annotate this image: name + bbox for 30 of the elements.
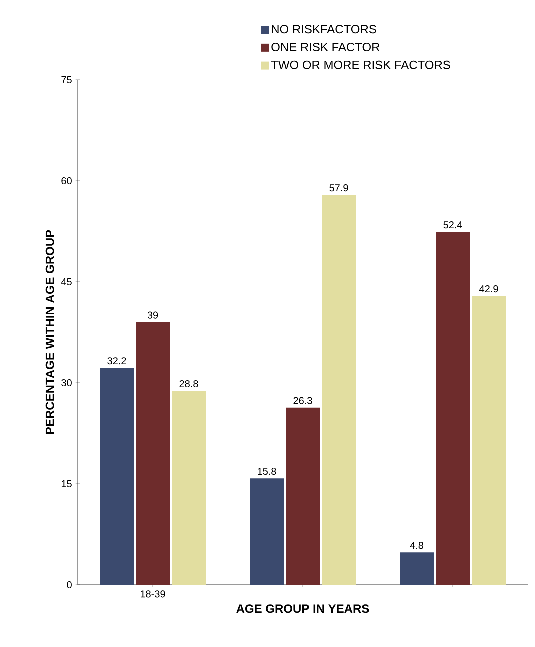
data-label: 15.8 — [258, 468, 276, 476]
y-tick-label: 60 — [62, 177, 72, 185]
bar — [400, 552, 434, 585]
x-axis-title: AGE GROUP IN YEARS — [236, 604, 370, 614]
data-label: 42.9 — [480, 286, 498, 293]
legend-label: ONE RISK FACTOR — [272, 42, 380, 52]
data-label: 57.9 — [330, 184, 348, 192]
y-tick-label: 30 — [62, 379, 72, 387]
bar — [472, 296, 506, 585]
y-axis-title: PERCENTAGE WITHIN AGE GROUP — [46, 230, 54, 434]
bar — [286, 408, 320, 585]
legend-label: TWO OR MORE RISK FACTORS — [271, 60, 450, 70]
data-label: 4.8 — [410, 542, 424, 550]
bar — [250, 478, 284, 585]
y-tick-label: 45 — [61, 278, 72, 286]
data-label: 26.3 — [294, 397, 312, 404]
y-tick-label: 15 — [62, 480, 72, 488]
y-tick-label: 0 — [67, 581, 72, 589]
data-label: 28.8 — [180, 380, 198, 388]
bar — [100, 368, 134, 585]
data-label: 52.4 — [444, 222, 462, 229]
bar — [172, 391, 206, 585]
legend-label: NO RISKFACTORS — [272, 25, 376, 34]
bar — [136, 322, 170, 585]
y-tick-label: 75 — [62, 76, 72, 84]
bar — [322, 195, 356, 585]
x-tick-label: 18-39 — [140, 590, 166, 598]
data-label: 39 — [148, 312, 158, 319]
bar — [436, 232, 470, 585]
data-label: 32.2 — [108, 358, 126, 365]
